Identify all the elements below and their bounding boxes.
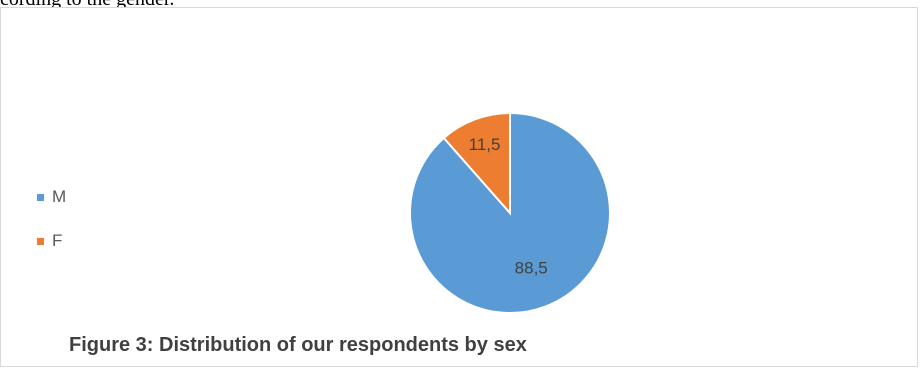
figure-caption: Figure 3: Distribution of our respondent…: [69, 334, 527, 356]
legend-label-m: M: [52, 187, 67, 206]
data-label-m: 88,5: [515, 259, 548, 278]
cut-off-body-text: cording to the gender.: [0, 0, 174, 11]
legend-entry-m: M: [37, 186, 66, 208]
pie-chart: 88,5 11,5: [409, 111, 611, 314]
legend-label-f: F: [52, 231, 63, 250]
chart-area: M F 88,5 11,5 Figure 3: Distribution of o…: [0, 7, 918, 367]
legend-swatch-f: [37, 237, 44, 245]
pie-slice-f: [442, 111, 511, 216]
legend-entry-f: F: [37, 230, 66, 252]
legend-swatch-m: [37, 193, 44, 201]
chart-legend: M F: [37, 186, 66, 274]
data-label-f: 11,5: [469, 135, 501, 154]
